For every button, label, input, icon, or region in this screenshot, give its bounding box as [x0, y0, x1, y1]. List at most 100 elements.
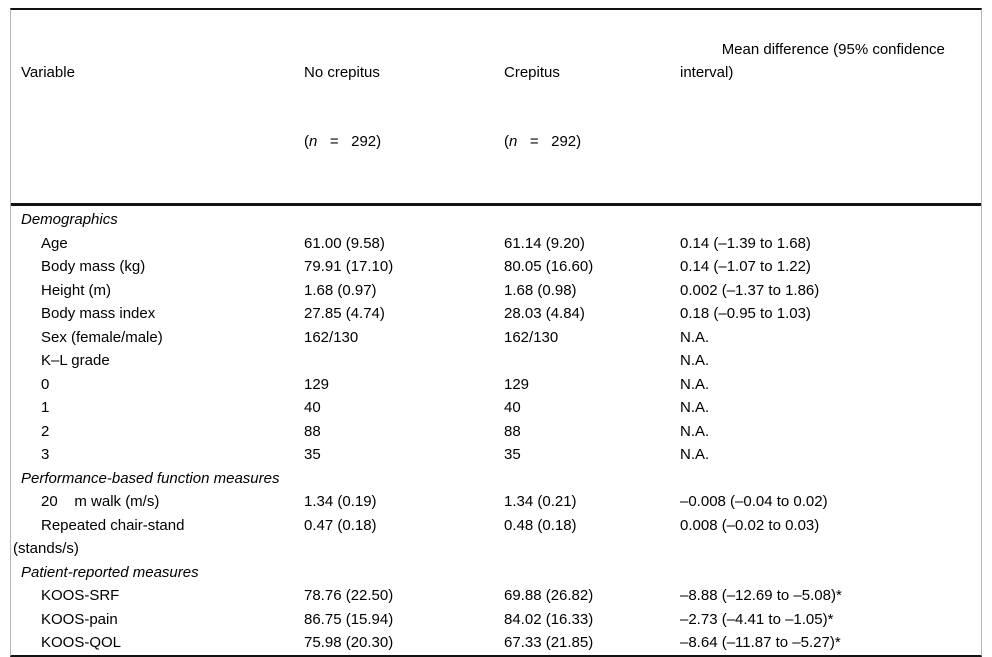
cell-crepitus: 1.68 (0.98) — [504, 281, 577, 299]
cell-variable: 1 — [41, 399, 50, 416]
cell-variable: 2 — [41, 422, 50, 440]
cell-crepitus — [504, 561, 680, 585]
cell-crepitus: 129 — [504, 375, 530, 393]
section-row: Performance-based function measures — [11, 467, 981, 491]
table-row: KOOS-SRF 78.76 (22.50) 69.88 (26.82) –8.88 … — [11, 584, 981, 608]
cell-variable: K–L grade — [41, 352, 110, 369]
table-row: 20 m walk (m/s) 1.34 (0.19) 1.34 (0.21) –0.… — [11, 490, 981, 514]
col-header-mean-difference: Mean difference (95% confidence interval… — [680, 10, 981, 206]
table-row: KOOS-pain 86.75 (15.94) 84.02 (16.33) –2.73… — [11, 608, 981, 632]
cell-no-crepitus: 88 — [304, 422, 321, 440]
cell-variable: KOOS-pain — [41, 610, 118, 628]
cell-crepitus: 40 — [504, 399, 521, 416]
table-row: 2 88 88 N.A. — [11, 420, 981, 444]
table-body: Demographics Age 61.00 (9.58) 61.14 (9.20) 0… — [11, 205, 981, 655]
cell-variable: Repeated chair-stand (stands/s) — [13, 516, 185, 558]
cell-mean-difference: 0.002 (–1.37 to 1.86) — [680, 281, 820, 299]
cell-no-crepitus: 61.00 (9.58) — [304, 234, 385, 252]
cell-crepitus: 1.34 (0.21) — [504, 493, 577, 510]
col-header-mean-difference-label: Mean difference (95% confidence interval… — [680, 41, 945, 81]
col-header-no-crepitus-label: No crepitus — [304, 64, 380, 81]
cell-no-crepitus: 40 — [304, 399, 321, 416]
cell-mean-difference: N.A. — [680, 399, 710, 416]
cell-variable: Body mass index — [41, 305, 156, 322]
cell-crepitus: 0.48 (0.18) — [504, 516, 577, 534]
cell-no-crepitus: 79.91 (17.10) — [304, 258, 394, 275]
cell-variable: Body mass (kg) — [41, 258, 146, 275]
cell-mean-difference: 0.14 (–1.07 to 1.22) — [680, 258, 811, 275]
cell-no-crepitus: 75.98 (20.30) — [304, 634, 394, 651]
cell-crepitus: 162/130 — [504, 328, 559, 346]
cell-mean-difference: N.A. — [680, 375, 710, 393]
cell-mean-difference: 0.18 (–0.95 to 1.03) — [680, 305, 811, 322]
cell-mean-difference: N.A. — [680, 352, 710, 369]
cell-mean-difference — [680, 205, 981, 232]
cell-no-crepitus: 1.34 (0.19) — [304, 493, 377, 510]
cell-variable: Sex (female/male) — [41, 328, 163, 346]
n-symbol: n — [509, 133, 518, 150]
cell-variable: KOOS-SRF — [41, 587, 120, 604]
cell-mean-difference: N.A. — [680, 422, 710, 440]
cell-mean-difference: –0.008 (–0.04 to 0.02) — [680, 493, 828, 510]
col-header-no-crepitus-n: (n = 292) — [304, 133, 382, 150]
table-row: 1 40 40 N.A. — [11, 396, 981, 420]
cell-no-crepitus: 162/130 — [304, 328, 359, 346]
cell-no-crepitus: 35 — [304, 446, 321, 463]
cell-variable: 20 m walk (m/s) — [41, 493, 160, 510]
col-header-variable-label: Variable — [21, 64, 75, 81]
table-row: Sex (female/male) 162/130 162/130 N.A. — [11, 326, 981, 350]
cell-crepitus: 88 — [504, 422, 521, 440]
cell-variable: Patient-reported measures — [21, 563, 199, 581]
cell-no-crepitus: 129 — [304, 375, 330, 393]
col-header-crepitus-n: (n = 292) — [504, 133, 582, 150]
table-row: 0 129 129 N.A. — [11, 373, 981, 397]
col-header-crepitus: Crepitus (n = 292) — [504, 10, 680, 206]
cell-no-crepitus — [304, 467, 504, 491]
table-row: 3 35 35 N.A. — [11, 443, 981, 467]
cell-crepitus: 80.05 (16.60) — [504, 258, 594, 275]
cell-crepitus — [504, 467, 680, 491]
cell-crepitus — [504, 205, 680, 232]
cell-crepitus: 84.02 (16.33) — [504, 610, 594, 628]
section-row: Demographics — [11, 205, 981, 232]
cell-crepitus: 67.33 (21.85) — [504, 634, 594, 651]
cell-crepitus: 28.03 (4.84) — [504, 305, 585, 322]
table-row: Height (m) 1.68 (0.97) 1.68 (0.98) 0.002 (–… — [11, 279, 981, 303]
cell-crepitus — [504, 349, 680, 373]
cell-no-crepitus — [304, 561, 504, 585]
cell-mean-difference: –8.64 (–11.87 to –5.27)* — [680, 634, 841, 651]
table-row: K–L grade N.A. — [11, 349, 981, 373]
cell-crepitus: 35 — [504, 446, 521, 463]
cell-variable: Height (m) — [41, 281, 112, 299]
table-row: Age 61.00 (9.58) 61.14 (9.20) 0.14 (–1.39 t… — [11, 232, 981, 256]
cell-variable: KOOS-QOL — [41, 634, 122, 651]
table-row: Body mass (kg) 79.91 (17.10) 80.05 (16.60)… — [11, 255, 981, 279]
comparison-table: Variable No crepitus (n = 292) Crepitus … — [11, 10, 981, 655]
header-row: Variable No crepitus (n = 292) Crepitus … — [11, 10, 981, 206]
table-header: Variable No crepitus (n = 292) Crepitus … — [11, 10, 981, 206]
cell-no-crepitus: 27.85 (4.74) — [304, 305, 385, 322]
cell-no-crepitus — [304, 205, 504, 232]
cell-crepitus: 69.88 (26.82) — [504, 587, 594, 604]
section-row: Patient-reported measures — [11, 561, 981, 585]
cell-mean-difference — [680, 561, 981, 585]
cell-variable: Age — [41, 234, 68, 252]
cell-mean-difference: –2.73 (–4.41 to –1.05)* — [680, 610, 834, 628]
cell-no-crepitus — [304, 349, 504, 373]
cell-mean-difference: 0.14 (–1.39 to 1.68) — [680, 234, 811, 252]
col-header-crepitus-label: Crepitus — [504, 64, 560, 81]
cell-no-crepitus: 0.47 (0.18) — [304, 516, 377, 534]
table-row: Body mass index 27.85 (4.74) 28.03 (4.84) 0… — [11, 302, 981, 326]
table-row: Repeated chair-stand (stands/s) 0.47 (0.1… — [11, 514, 981, 561]
col-header-variable: Variable — [11, 10, 304, 206]
cell-variable: 0 — [41, 375, 50, 393]
n-symbol: n — [309, 133, 318, 150]
cell-mean-difference: –8.88 (–12.69 to –5.08)* — [680, 587, 842, 604]
cell-mean-difference: N.A. — [680, 446, 710, 463]
cell-mean-difference: 0.008 (–0.02 to 0.03) — [680, 516, 820, 534]
cell-variable: 3 — [41, 446, 50, 463]
cell-crepitus: 61.14 (9.20) — [504, 234, 585, 252]
table-row: KOOS-QOL 75.98 (20.30) 67.33 (21.85) –8.64 … — [11, 631, 981, 655]
cell-mean-difference: N.A. — [680, 328, 710, 346]
cell-variable: Demographics — [21, 211, 118, 228]
